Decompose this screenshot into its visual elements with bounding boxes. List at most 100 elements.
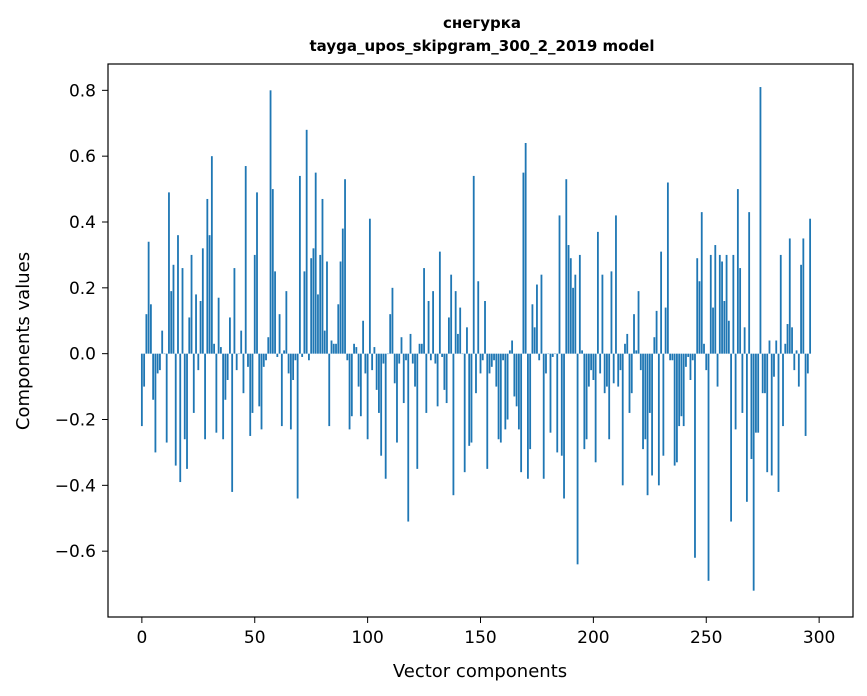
bar-184 <box>556 353 559 453</box>
bar-199 <box>590 353 593 371</box>
bar-17 <box>179 353 182 483</box>
bar-108 <box>384 353 387 479</box>
y-tick-label: −0.4 <box>55 476 96 496</box>
y-tick-label: 0.2 <box>69 279 96 299</box>
bar-62 <box>280 353 283 427</box>
bar-97 <box>359 353 362 417</box>
bar-53 <box>260 353 263 430</box>
bar-202 <box>596 231 599 354</box>
bar-165 <box>513 353 516 397</box>
bar-128 <box>429 353 432 361</box>
bar-71 <box>301 353 304 357</box>
bar-7 <box>156 353 159 374</box>
bar-116 <box>402 353 405 404</box>
bar-145 <box>468 353 471 446</box>
x-tick-label: 250 <box>690 628 722 648</box>
bar-105 <box>378 353 380 413</box>
bar-112 <box>393 353 396 384</box>
bar-238 <box>678 353 681 427</box>
bar-24 <box>195 294 197 354</box>
bar-11 <box>165 353 168 443</box>
bar-226 <box>651 353 653 476</box>
bar-188 <box>565 179 568 354</box>
bar-88 <box>339 261 342 354</box>
y-axis-ticks: −0.6 −0.4 −0.2 0.0 0.2 0.4 0.6 0.8 <box>55 81 108 562</box>
bar-69 <box>296 353 299 499</box>
bar-21 <box>188 317 191 354</box>
bar-55 <box>265 353 267 361</box>
bar-118 <box>407 353 410 522</box>
bar-153 <box>486 353 489 469</box>
bar-98 <box>362 320 365 354</box>
bar-60 <box>276 353 279 357</box>
bar-139 <box>454 291 457 354</box>
bar-149 <box>477 281 480 354</box>
bar-114 <box>398 353 401 364</box>
bar-83 <box>328 353 331 427</box>
bar-251 <box>707 353 710 581</box>
bar-151 <box>481 353 484 361</box>
plot-frame <box>107 63 854 618</box>
bar-13 <box>170 291 173 354</box>
bar-77 <box>314 172 317 354</box>
bar-63 <box>283 350 285 354</box>
bar-23 <box>192 353 195 413</box>
bar-61 <box>278 314 281 354</box>
bar-231 <box>662 353 665 456</box>
bar-125 <box>423 268 425 354</box>
bar-76 <box>312 248 315 354</box>
bar-32 <box>213 343 216 354</box>
bar-52 <box>258 353 261 407</box>
bar-263 <box>734 353 737 430</box>
bar-85 <box>332 343 335 354</box>
bar-6 <box>154 353 157 453</box>
bar-234 <box>669 353 672 361</box>
x-axis-label: Vector components <box>393 661 567 682</box>
y-tick-label: 0.6 <box>69 147 96 167</box>
bar-195 <box>581 350 583 354</box>
bar-197 <box>585 353 588 440</box>
bar-147 <box>472 175 475 354</box>
bar-44 <box>240 330 243 354</box>
bar-12 <box>168 192 170 354</box>
x-tick-label: 300 <box>803 628 835 648</box>
bar-167 <box>517 353 520 430</box>
bar-20 <box>186 353 188 469</box>
bar-93 <box>350 353 353 417</box>
bars-group <box>140 87 812 591</box>
bar-59 <box>274 271 276 354</box>
bar-280 <box>773 353 775 377</box>
bar-45 <box>242 353 245 394</box>
bar-26 <box>199 301 202 354</box>
bar-41 <box>233 268 236 354</box>
y-tick-label: −0.2 <box>55 411 96 431</box>
bar-213 <box>621 353 624 486</box>
bar-148 <box>475 353 477 394</box>
bar-218 <box>633 314 635 354</box>
bar-57 <box>269 90 272 354</box>
bar-228 <box>655 310 658 354</box>
bar-81 <box>323 330 326 354</box>
bar-172 <box>529 353 532 450</box>
bar-1 <box>143 353 146 387</box>
bar-29 <box>206 198 209 354</box>
bar-233 <box>666 182 669 354</box>
y-tick-label: 0.8 <box>69 81 96 101</box>
bar-223 <box>644 353 647 440</box>
bar-38 <box>226 353 229 380</box>
bar-203 <box>599 353 602 374</box>
bar-221 <box>639 353 642 371</box>
bar-107 <box>382 353 385 364</box>
bar-90 <box>344 179 346 354</box>
bar-289 <box>793 353 796 371</box>
chart-subtitle: tayga_upos_skipgram_300_2_2019 model <box>310 37 655 55</box>
bar-143 <box>463 353 466 473</box>
bar-177 <box>540 274 543 354</box>
bar-135 <box>445 353 448 404</box>
bar-89 <box>341 228 344 354</box>
bar-169 <box>522 172 525 354</box>
bar-48 <box>249 353 252 436</box>
bar-247 <box>698 281 701 354</box>
bar-120 <box>411 353 414 364</box>
bar-80 <box>321 198 324 354</box>
